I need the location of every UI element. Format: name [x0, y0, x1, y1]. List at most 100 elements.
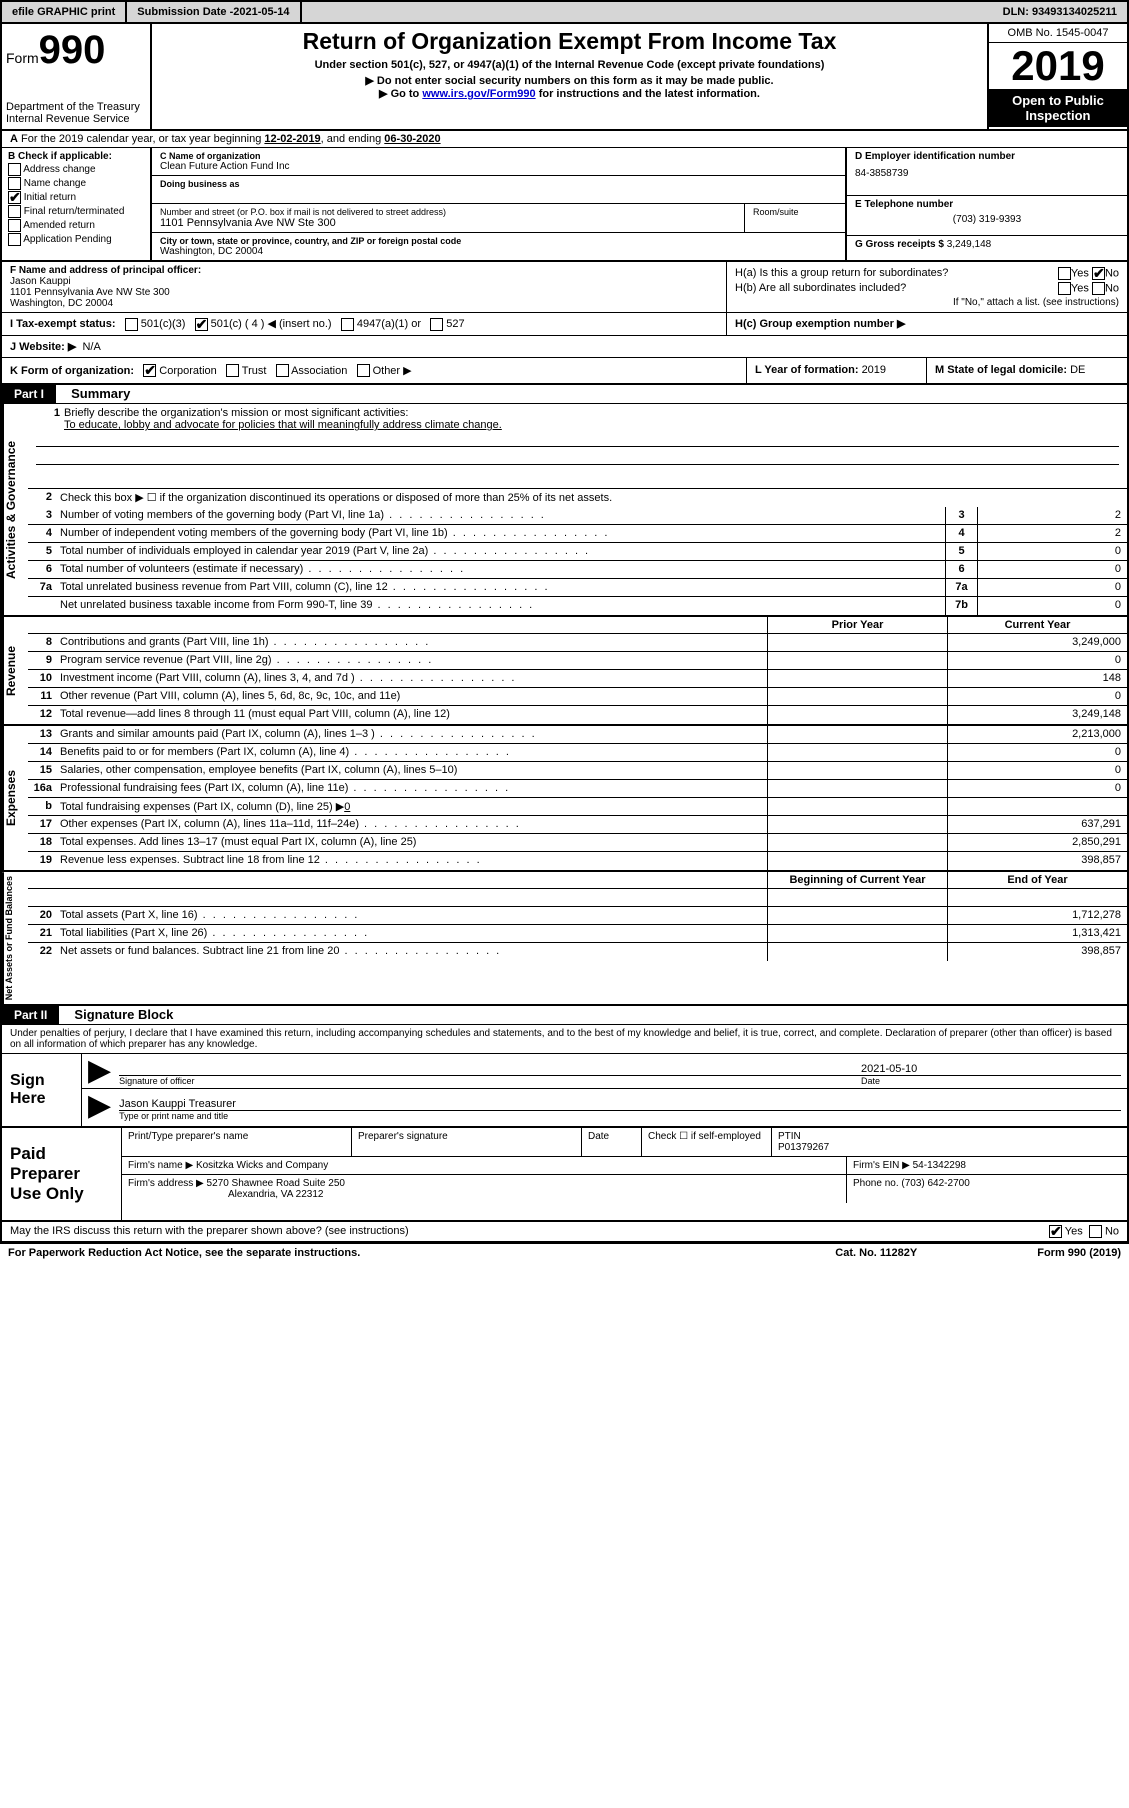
tel-box: E Telephone number (703) 319-9393	[847, 196, 1127, 236]
ha-yes[interactable]	[1058, 267, 1071, 280]
firm-name: Firm's name ▶ Kositzka Wicks and Company	[122, 1157, 847, 1174]
val3: 2	[977, 507, 1127, 524]
sign-date: 2021-05-10Date	[861, 1063, 1121, 1086]
line16a: Professional fundraising fees (Part IX, …	[56, 780, 767, 797]
chk-final-return[interactable]	[8, 205, 21, 218]
chk-501c3[interactable]	[125, 318, 138, 331]
part1-title: Summary	[59, 386, 130, 401]
open-to-public: Open to Public Inspection	[989, 89, 1127, 127]
hdr-end: End of Year	[947, 872, 1127, 888]
topbar-spacer	[302, 2, 993, 22]
discuss-question: May the IRS discuss this return with the…	[10, 1225, 1049, 1238]
chk-corp[interactable]	[143, 364, 156, 377]
efile-print-button[interactable]: efile GRAPHIC print	[2, 2, 127, 22]
val22: 398,857	[947, 943, 1127, 961]
chk-app-pending[interactable]	[8, 233, 21, 246]
sign-here-label: Sign Here	[2, 1054, 82, 1126]
street-box: Number and street (or P.O. box if mail i…	[152, 204, 745, 232]
line22: Net assets or fund balances. Subtract li…	[56, 943, 767, 961]
chk-assoc[interactable]	[276, 364, 289, 377]
form-number: 990	[39, 28, 106, 72]
line11: Other revenue (Part VIII, column (A), li…	[56, 688, 767, 705]
chk-initial-return[interactable]	[8, 191, 21, 204]
sign-arrow-icon: ▶	[88, 1056, 111, 1086]
val14: 0	[947, 744, 1127, 761]
part2-header: Part II	[2, 1006, 59, 1024]
part1-header: Part I	[2, 385, 56, 403]
col-b-label: B Check if applicable:	[8, 151, 144, 162]
form-id-block: Form990 Department of the Treasury Inter…	[2, 24, 152, 129]
prep-ptin: PTINP01379267	[772, 1128, 1127, 1156]
dba-box: Doing business as	[152, 176, 845, 204]
form-word: Form	[6, 50, 39, 66]
prep-date-lbl: Date	[582, 1128, 642, 1156]
val16a: 0	[947, 780, 1127, 797]
val19: 398,857	[947, 852, 1127, 870]
chk-527[interactable]	[430, 318, 443, 331]
chk-other[interactable]	[357, 364, 370, 377]
line16b: Total fundraising expenses (Part IX, col…	[56, 798, 767, 815]
discuss-answer: Yes No	[1049, 1225, 1119, 1238]
chk-trust[interactable]	[226, 364, 239, 377]
line17: Other expenses (Part IX, column (A), lin…	[56, 816, 767, 833]
val9: 0	[947, 652, 1127, 669]
officer-name-field: Jason Kauppi TreasurerType or print name…	[119, 1098, 1121, 1121]
officer-signature-field[interactable]: Signature of officer	[119, 1063, 861, 1086]
hb-yes[interactable]	[1058, 282, 1071, 295]
discuss-yes[interactable]	[1049, 1225, 1062, 1238]
mission-text: To educate, lobby and advocate for polic…	[64, 419, 502, 431]
chk-address-change[interactable]	[8, 163, 21, 176]
val8: 3,249,000	[947, 634, 1127, 651]
footer-mid: Cat. No. 11282Y	[835, 1247, 917, 1259]
line9: Program service revenue (Part VIII, line…	[56, 652, 767, 669]
chk-amended[interactable]	[8, 219, 21, 232]
vtab-governance: Activities & Governance	[2, 404, 28, 615]
line1-label: Briefly describe the organization's miss…	[64, 407, 408, 419]
checkbox-column-b: B Check if applicable: Address change Na…	[2, 148, 152, 260]
line4: Number of independent voting members of …	[56, 525, 945, 542]
website-row: J Website: ▶ N/A	[2, 336, 1127, 358]
chk-501c[interactable]	[195, 318, 208, 331]
val17: 637,291	[947, 816, 1127, 833]
vtab-net-assets: Net Assets or Fund Balances	[2, 872, 28, 1004]
hb-no[interactable]	[1092, 282, 1105, 295]
line6: Total number of volunteers (estimate if …	[56, 561, 945, 578]
hdr-prior: Prior Year	[767, 617, 947, 633]
line15: Salaries, other compensation, employee b…	[56, 762, 767, 779]
submission-date: Submission Date - 2021-05-14	[127, 2, 301, 22]
val13: 2,213,000	[947, 726, 1127, 743]
state-domicile: M State of legal domicile: DE	[927, 358, 1127, 384]
tax-year: 2019	[989, 43, 1127, 89]
footer-left: For Paperwork Reduction Act Notice, see …	[8, 1247, 835, 1259]
principal-officer: F Name and address of principal officer:…	[2, 262, 727, 312]
val15: 0	[947, 762, 1127, 779]
line18: Total expenses. Add lines 13–17 (must eq…	[56, 834, 767, 851]
form-title: Return of Organization Exempt From Incom…	[162, 28, 977, 55]
dln: DLN: 93493134025211	[993, 2, 1127, 22]
paid-preparer-label: Paid Preparer Use Only	[2, 1128, 122, 1220]
val7a: 0	[977, 579, 1127, 596]
discuss-no[interactable]	[1089, 1225, 1102, 1238]
footer-right: Form 990 (2019)	[1037, 1247, 1121, 1259]
line5: Total number of individuals employed in …	[56, 543, 945, 560]
val20: 1,712,278	[947, 907, 1127, 924]
val12: 3,249,148	[947, 706, 1127, 724]
chk-4947[interactable]	[341, 318, 354, 331]
line-a: A For the 2019 calendar year, or tax yea…	[2, 131, 1127, 148]
instructions-link[interactable]: www.irs.gov/Form990	[422, 88, 535, 100]
form-of-org: K Form of organization: Corporation Trus…	[2, 358, 747, 384]
val5: 0	[977, 543, 1127, 560]
ha-no[interactable]	[1092, 267, 1105, 280]
line21: Total liabilities (Part X, line 26)	[56, 925, 767, 942]
firm-phone: Phone no. (703) 642-2700	[847, 1175, 1127, 1203]
hdr-begin: Beginning of Current Year	[767, 872, 947, 888]
line3: Number of voting members of the governin…	[56, 507, 945, 524]
val11: 0	[947, 688, 1127, 705]
dept-treasury: Department of the Treasury Internal Reve…	[6, 101, 146, 125]
val6: 0	[977, 561, 1127, 578]
hdr-current: Current Year	[947, 617, 1127, 633]
ein-box: D Employer identification number 84-3858…	[847, 148, 1127, 196]
hc-row: H(c) Group exemption number ▶	[727, 313, 1127, 335]
val18: 2,850,291	[947, 834, 1127, 851]
line7a: Total unrelated business revenue from Pa…	[56, 579, 945, 596]
